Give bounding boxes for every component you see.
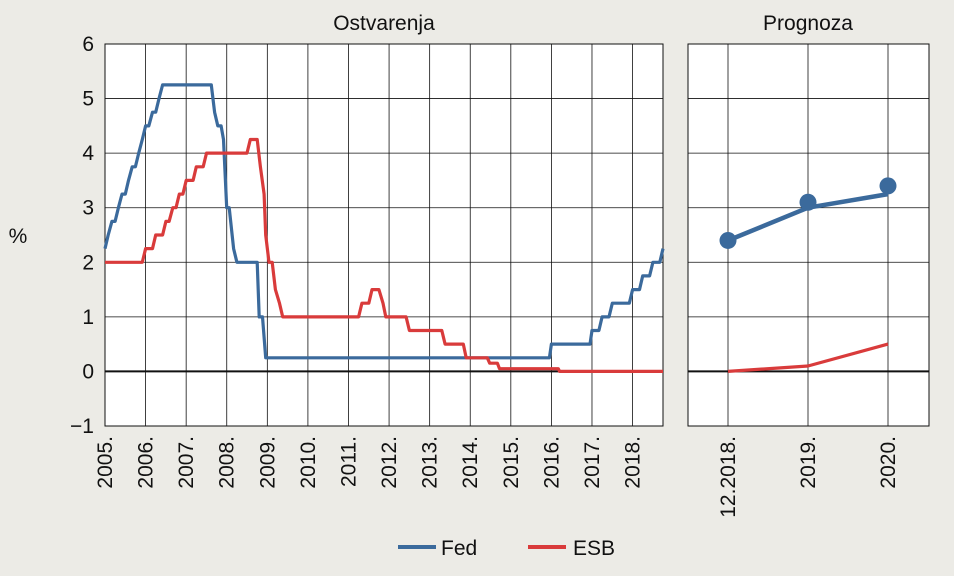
x-tick-label: 2017. xyxy=(581,436,604,489)
y-tick-label: 4 xyxy=(82,142,94,165)
right-panel: Prognoza 12.2018. 2019. 2020. xyxy=(687,12,930,518)
forecast-line-esb xyxy=(727,342,889,373)
x-tick-label: 2008. xyxy=(216,436,239,489)
legend: Fed ESB xyxy=(398,537,615,560)
left-panel-title: Ostvarenja xyxy=(333,12,435,35)
x-tick-label: 12.2018. xyxy=(717,436,740,518)
forecast-point-fed xyxy=(719,231,737,249)
right-panel-title: Prognoza xyxy=(763,12,853,35)
x-tick-label: 2011. xyxy=(337,436,360,487)
x-tick-label: 2012. xyxy=(378,436,401,489)
y-tick-label: −1 xyxy=(70,415,94,438)
y-tick-label: 0 xyxy=(82,360,94,383)
x-tick-label: 2016. xyxy=(540,436,563,489)
series-line-esb xyxy=(105,137,663,373)
x-tick-label: 2009. xyxy=(256,436,279,489)
left-panel: Ostvarenja % 6 5 4 3 2 1 0 −1 2005. 2006. 2007. 20… xyxy=(9,12,665,489)
y-tick-label: 1 xyxy=(82,306,94,329)
x-tick-label: 2013. xyxy=(419,436,442,489)
forecast-point-fed xyxy=(799,193,817,211)
x-tick-label: 2018. xyxy=(622,436,645,489)
y-axis-unit-label: % xyxy=(9,225,28,248)
legend-label-esb: ESB xyxy=(573,537,615,560)
x-tick-label: 2005. xyxy=(94,436,117,489)
series-line-fed xyxy=(103,83,665,360)
x-tick-label: 2010. xyxy=(297,436,320,489)
y-tick-label: 2 xyxy=(82,251,94,274)
x-tick-label: 2020. xyxy=(877,436,900,489)
x-tick-label: 2014. xyxy=(459,436,482,489)
y-tick-label: 6 xyxy=(82,33,94,56)
y-tick-label: 3 xyxy=(82,197,94,220)
x-tick-label: 2015. xyxy=(500,436,523,489)
y-tick-label: 5 xyxy=(82,88,94,111)
forecast-point-fed xyxy=(879,177,897,195)
x-tick-label: 2019. xyxy=(797,436,820,489)
legend-label-fed: Fed xyxy=(441,537,477,560)
x-tick-label: 2007. xyxy=(175,436,198,489)
x-tick-label: 2006. xyxy=(135,436,158,489)
